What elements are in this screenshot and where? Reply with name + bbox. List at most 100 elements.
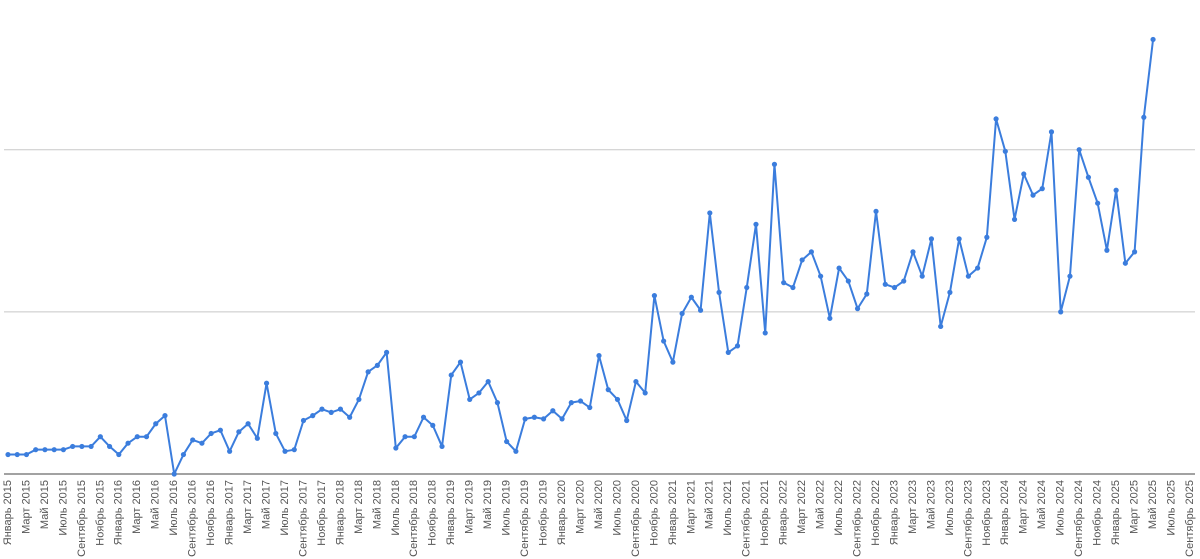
point: [762, 330, 768, 336]
x-tick-label: Сентябрь 2020: [630, 480, 642, 557]
x-tick-label: Май 2015: [39, 480, 51, 529]
point: [300, 417, 307, 424]
x-tick-label: Сентябрь 2023: [962, 480, 974, 557]
point: [180, 451, 187, 458]
point: [33, 447, 39, 453]
point: [919, 273, 925, 279]
x-tick-label: Сентябрь 2018: [408, 480, 420, 557]
point: [956, 236, 962, 242]
x-tick-label: Июль 2020: [611, 480, 623, 536]
point: [485, 378, 491, 385]
point: [854, 306, 861, 312]
point: [328, 409, 334, 415]
x-tick-label: Июль 2025: [1165, 480, 1177, 536]
point: [337, 406, 344, 412]
point: [1002, 148, 1008, 154]
point: [282, 448, 288, 454]
point: [1011, 216, 1018, 223]
point: [901, 278, 907, 284]
point: [781, 280, 787, 286]
point: [356, 396, 362, 403]
point: [873, 208, 879, 214]
x-tick-label: Март 2017: [242, 480, 254, 534]
point: [965, 273, 971, 279]
x-tick-label: Ноябрь 2018: [427, 480, 439, 546]
point: [5, 451, 11, 458]
point: [522, 416, 528, 422]
point: [1131, 249, 1138, 255]
point: [707, 210, 713, 216]
point: [190, 437, 196, 443]
x-tick-label: Январь 2015: [2, 480, 14, 545]
point: [1085, 174, 1092, 180]
x-tick-label: Июль 2017: [279, 480, 291, 536]
point: [504, 438, 510, 445]
point: [208, 430, 214, 437]
x-tick-label: Январь 2024: [999, 480, 1011, 545]
x-tick-label: Январь 2019: [445, 480, 457, 545]
point: [716, 289, 722, 295]
x-tick-label: Январь 2016: [113, 480, 125, 545]
x-tick-label: Март 2025: [1129, 480, 1141, 534]
x-tick-label: Сентябрь 2021: [741, 480, 753, 557]
point: [171, 471, 177, 477]
point: [134, 434, 140, 440]
point: [273, 430, 279, 437]
x-tick-label: Январь 2025: [1110, 480, 1122, 545]
x-tick-label: Ноябрь 2020: [648, 480, 660, 546]
point: [236, 429, 242, 435]
x-tick-label: Март 2020: [574, 480, 586, 534]
point: [910, 249, 916, 255]
point: [254, 435, 260, 441]
x-tick-label: Январь 2023: [888, 480, 900, 545]
x-tick-label: Январь 2020: [556, 480, 568, 545]
x-tick-label: Июль 2022: [833, 480, 845, 536]
point: [291, 447, 297, 453]
x-tick-label: Май 2021: [704, 480, 716, 529]
point: [319, 406, 325, 412]
x-tick-label: Ноябрь 2015: [94, 480, 106, 546]
point: [1067, 273, 1073, 279]
point: [1122, 260, 1128, 266]
point: [1150, 36, 1156, 43]
x-tick-label: Май 2023: [925, 480, 937, 529]
point: [153, 421, 159, 427]
point: [1030, 192, 1036, 198]
point: [587, 404, 593, 411]
point: [882, 281, 888, 287]
point: [891, 284, 898, 291]
point: [245, 421, 251, 427]
point: [476, 390, 482, 396]
point: [1021, 171, 1027, 177]
point: [984, 234, 990, 240]
point: [23, 451, 30, 458]
point: [550, 408, 556, 414]
x-tick-label: Ноябрь 2022: [870, 480, 882, 546]
x-tick-label: Март 2021: [685, 480, 697, 534]
point: [744, 284, 750, 291]
point: [827, 315, 833, 321]
point: [457, 359, 464, 365]
point: [70, 443, 76, 450]
point: [494, 400, 501, 406]
point: [1039, 186, 1045, 192]
point: [661, 338, 667, 344]
x-tick-label: Май 2024: [1036, 480, 1048, 529]
point: [42, 447, 48, 453]
point: [439, 443, 445, 450]
x-tick-label: Январь 2017: [224, 480, 236, 545]
point: [670, 359, 676, 365]
point: [374, 362, 380, 368]
point: [1104, 247, 1110, 253]
point: [143, 434, 150, 440]
x-tick-label: Март 2022: [796, 480, 808, 534]
point: [540, 416, 547, 422]
point: [1113, 187, 1119, 193]
point: [448, 372, 454, 378]
point: [402, 434, 408, 440]
x-tick-label: Июль 2016: [168, 480, 180, 536]
point: [624, 417, 630, 424]
point: [725, 349, 731, 355]
x-tick-label: Май 2018: [371, 480, 383, 529]
